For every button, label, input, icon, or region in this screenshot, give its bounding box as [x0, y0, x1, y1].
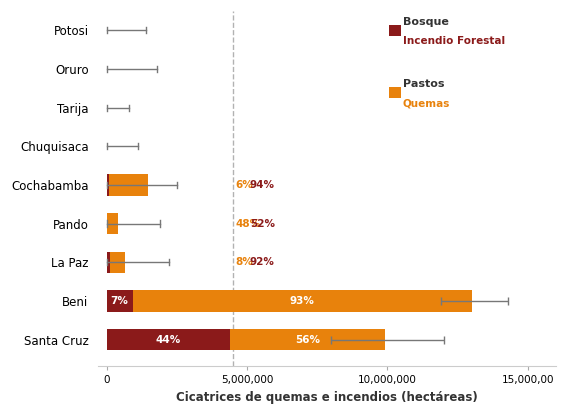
FancyBboxPatch shape [389, 25, 401, 36]
Bar [107, 290, 133, 312]
Text: 7%: 7% [111, 296, 129, 306]
Text: Bosque: Bosque [403, 17, 448, 27]
Bar [230, 329, 384, 350]
Bar [109, 174, 148, 195]
Text: 92%: 92% [250, 257, 275, 267]
Bar [107, 251, 111, 273]
Bar [111, 251, 125, 273]
Text: 8%: 8% [235, 257, 253, 267]
Text: 52%: 52% [250, 219, 275, 229]
Text: Incendio Forestal: Incendio Forestal [403, 36, 505, 46]
Text: 56%: 56% [295, 334, 320, 344]
Bar [107, 213, 118, 234]
Text: 6%: 6% [235, 180, 253, 190]
Text: 94%: 94% [250, 180, 275, 190]
Text: 48%: 48% [235, 219, 260, 229]
X-axis label: Cicatrices de quemas e incendios (hectáreas): Cicatrices de quemas e incendios (hectár… [176, 391, 478, 404]
Text: 93%: 93% [290, 296, 315, 306]
Bar [107, 174, 109, 195]
Bar [107, 329, 230, 350]
FancyBboxPatch shape [389, 87, 401, 98]
Bar [133, 290, 472, 312]
Text: Pastos: Pastos [403, 79, 444, 89]
Text: 44%: 44% [156, 334, 181, 344]
Text: Quemas: Quemas [403, 98, 450, 108]
